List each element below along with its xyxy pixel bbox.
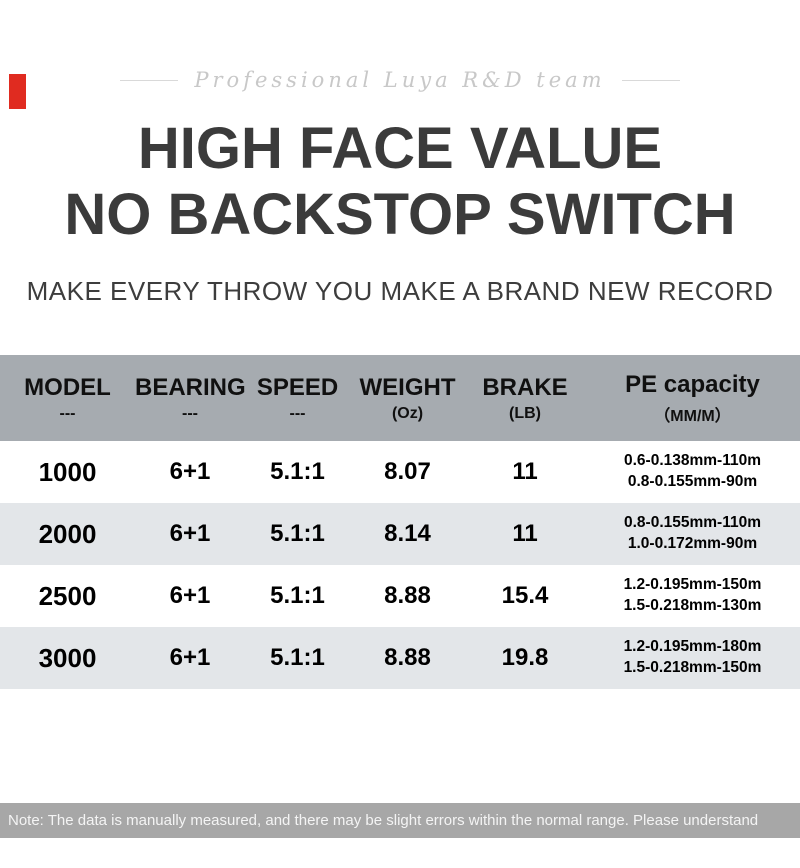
col-header-model-label: MODEL [24,373,111,401]
pe-line-1: 0.6-0.138mm-110m [623,452,761,470]
col-header-brake: BRAKE (LB) [465,374,585,423]
pe-line-1: 0.8-0.155mm-110m [623,514,761,532]
title-line-2: NO BACKSTOP SWITCH [64,182,736,248]
cell-pe-capacity: 1.2-0.195mm-180m 1.5-0.218mm-150m [585,637,800,679]
col-header-pe-capacity: PE capacity （MM/M） [585,371,800,426]
cell-speed: 5.1:1 [270,644,325,672]
cell-bearing: 6+1 [169,582,211,610]
cell-bearing: 6+1 [169,644,211,672]
cell-pe-capacity: 1.2-0.195mm-150m 1.5-0.218mm-130m [585,575,800,617]
cell-weight: 8.14 [384,520,431,548]
col-header-pe-sub: （MM/M） [654,407,731,425]
cell-model: 3000 [38,642,97,673]
main-title: HIGH FACE VALUE NO BACKSTOP SWITCH [0,116,800,248]
col-header-weight: WEIGHT (Oz) [350,374,465,423]
cell-brake: 19.8 [501,644,549,672]
col-header-speed: SPEED --- [245,374,350,423]
cell-model: 2000 [38,518,97,549]
col-header-brake-sub: (LB) [509,404,541,422]
pe-line-2: 1.5-0.218mm-150m [623,659,762,677]
subtitle: MAKE EVERY THROW YOU MAKE A BRAND NEW RE… [26,276,774,307]
pe-line-1: 1.2-0.195mm-180m [623,638,762,656]
cell-speed: 5.1:1 [270,520,325,548]
footer-note: Note: The data is manually measured, and… [0,803,800,838]
cell-weight: 8.07 [384,458,431,486]
title-line-1: HIGH FACE VALUE [137,116,663,181]
cell-pe-capacity: 0.8-0.155mm-110m 1.0-0.172mm-90m [585,513,800,555]
divider-line-left [120,79,179,81]
spec-table: MODEL --- BEARING --- SPEED --- WEIGHT (… [0,355,800,690]
pe-line-2: 0.8-0.155mm-90m [627,473,758,491]
cell-brake: 11 [512,458,538,486]
cell-pe-capacity: 0.6-0.138mm-110m 0.8-0.155mm-90m [585,451,800,493]
cell-brake: 15.4 [501,582,549,610]
cell-bearing: 6+1 [169,458,211,486]
tagline-text: Professional Luya R&D team [194,68,606,92]
table-row: 1000 6+1 5.1:1 8.07 11 0.6-0.138mm-110m … [0,441,800,503]
col-header-model-sub: --- [59,404,76,422]
cell-weight: 8.88 [384,582,431,610]
pe-line-1: 1.2-0.195mm-150m [623,576,762,594]
col-header-bearing-sub: --- [182,404,198,422]
cell-speed: 5.1:1 [270,582,325,610]
col-header-speed-sub: --- [289,404,306,422]
col-header-speed-label: SPEED [256,373,339,401]
col-header-pe-label: PE capacity [625,370,760,398]
cell-speed: 5.1:1 [270,458,325,486]
cell-model: 2500 [38,580,97,611]
tagline-row: Professional Luya R&D team [120,68,680,92]
table-row: 3000 6+1 5.1:1 8.88 19.8 1.2-0.195mm-180… [0,627,800,690]
pe-line-2: 1.5-0.218mm-130m [623,597,762,615]
pe-line-2: 1.0-0.172mm-90m [627,535,758,553]
divider-line-right [621,79,680,81]
cell-bearing: 6+1 [169,520,211,548]
col-header-model: MODEL --- [0,374,135,423]
corner-red-tag [9,74,26,109]
col-header-bearing-label: BEARING [135,373,246,401]
cell-weight: 8.88 [384,644,431,672]
table-header-row: MODEL --- BEARING --- SPEED --- WEIGHT (… [0,355,800,442]
table-row: 2500 6+1 5.1:1 8.88 15.4 1.2-0.195mm-150… [0,565,800,627]
col-header-bearing: BEARING --- [135,373,246,423]
cell-model: 1000 [38,456,97,487]
col-header-weight-label: WEIGHT [359,373,456,401]
cell-brake: 11 [512,520,538,548]
col-header-brake-label: BRAKE [482,373,568,401]
table-row: 2000 6+1 5.1:1 8.14 11 0.8-0.155mm-110m … [0,503,800,566]
col-header-weight-sub: (Oz) [391,404,424,422]
